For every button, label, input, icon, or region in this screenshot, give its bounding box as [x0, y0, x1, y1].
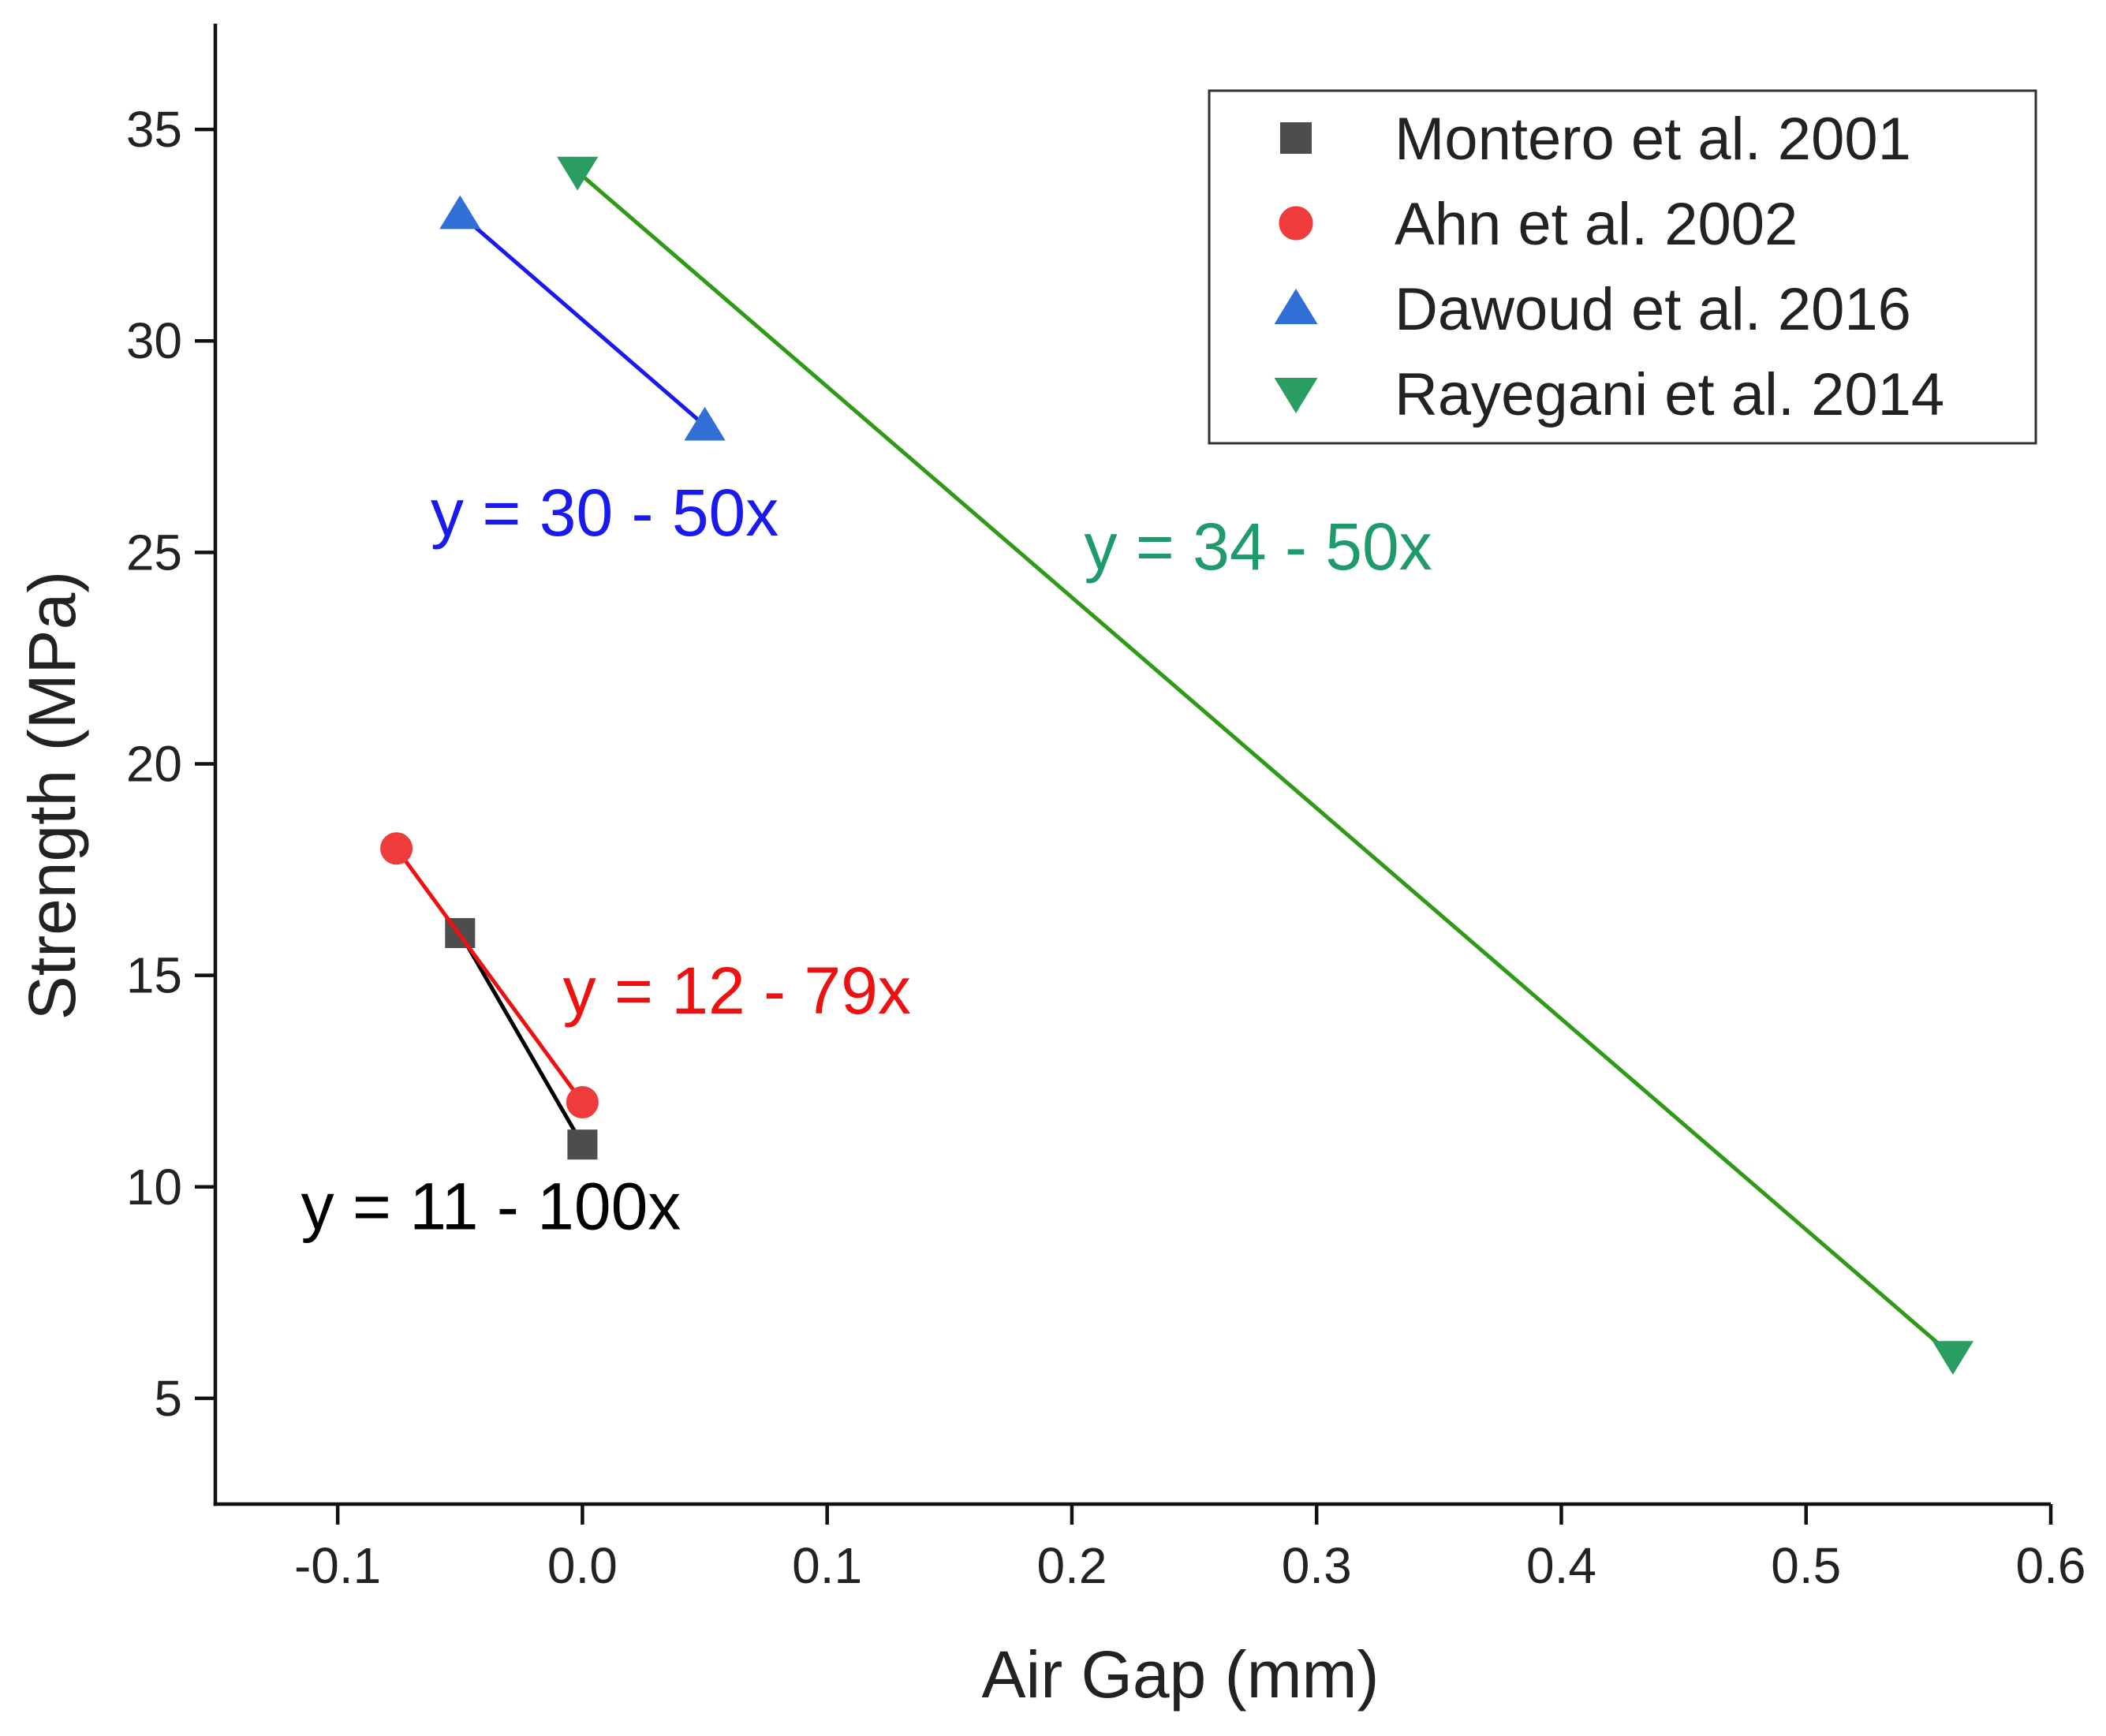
legend-marker — [1274, 289, 1318, 324]
legend-entry-label: Montero et al. 2001 — [1395, 106, 1911, 173]
legend: Montero et al. 2001 Ahn et al. 2002 Dawoud… — [1208, 89, 2037, 445]
data-point — [567, 1129, 598, 1160]
series-line — [394, 847, 584, 1104]
series-1: y = 12 - 79x — [380, 832, 911, 1119]
y-tick-label: 10 — [126, 1159, 182, 1215]
x-tick-label: 0.6 — [2016, 1537, 2086, 1594]
y-tick-label: 20 — [126, 736, 182, 793]
legend-entry-label: Rayegani et al. 2014 — [1395, 361, 1944, 428]
data-point — [1932, 1341, 1974, 1376]
legend-marker — [1279, 206, 1313, 241]
legend-entry-label: Dawoud et al. 2016 — [1395, 276, 1911, 343]
fit-equation-label: y = 11 - 100x — [301, 1169, 681, 1243]
axes: -0.1 0.0 0.1 0.2 0.3 0.4 0.5 0.6 5 10 15 20 25 30 35 Ai… — [15, 24, 2085, 1712]
data-point — [439, 195, 481, 230]
x-tick-label: -0.1 — [294, 1537, 381, 1594]
y-tick-label: 15 — [126, 947, 182, 1004]
fit-equation-label: y = 34 - 50x — [1084, 510, 1432, 584]
y-tick-label: 35 — [126, 101, 182, 158]
x-tick-label: 0.2 — [1036, 1537, 1107, 1594]
legend-marker — [1274, 378, 1318, 413]
x-axis-label: Air Gap (mm) — [982, 1637, 1380, 1712]
data-point — [566, 1086, 599, 1119]
x-tick-label: 0.0 — [547, 1537, 618, 1594]
x-tick-label: 0.1 — [792, 1537, 862, 1594]
legend-box — [1208, 89, 2037, 445]
plot-area: y = 11 - 100x y = 12 - 79x y = 30 - 50x y =… — [301, 156, 1974, 1376]
data-point — [380, 832, 413, 865]
y-axis-label: Strength (MPa) — [15, 571, 89, 1021]
legend-marker — [1280, 122, 1312, 154]
series-line — [576, 170, 1955, 1358]
y-tick-label: 30 — [126, 312, 182, 369]
fit-equation-label: y = 30 - 50x — [431, 476, 779, 550]
x-tick-label: 0.4 — [1526, 1537, 1596, 1594]
x-tick-label: 0.5 — [1771, 1537, 1841, 1594]
y-tick-label: 25 — [126, 524, 182, 581]
series-2: y = 30 - 50x — [431, 195, 779, 550]
series-line — [458, 931, 584, 1146]
data-point — [557, 156, 599, 191]
data-point — [684, 406, 726, 441]
legend-entry-label: Ahn et al. 2002 — [1395, 191, 1798, 258]
fit-equation-label: y = 12 - 79x — [563, 954, 911, 1028]
series-line — [458, 212, 707, 427]
y-tick-label: 5 — [154, 1370, 182, 1427]
series-0: y = 11 - 100x — [301, 918, 681, 1243]
series-3: y = 34 - 50x — [557, 156, 1974, 1376]
x-tick-label: 0.3 — [1282, 1537, 1352, 1594]
